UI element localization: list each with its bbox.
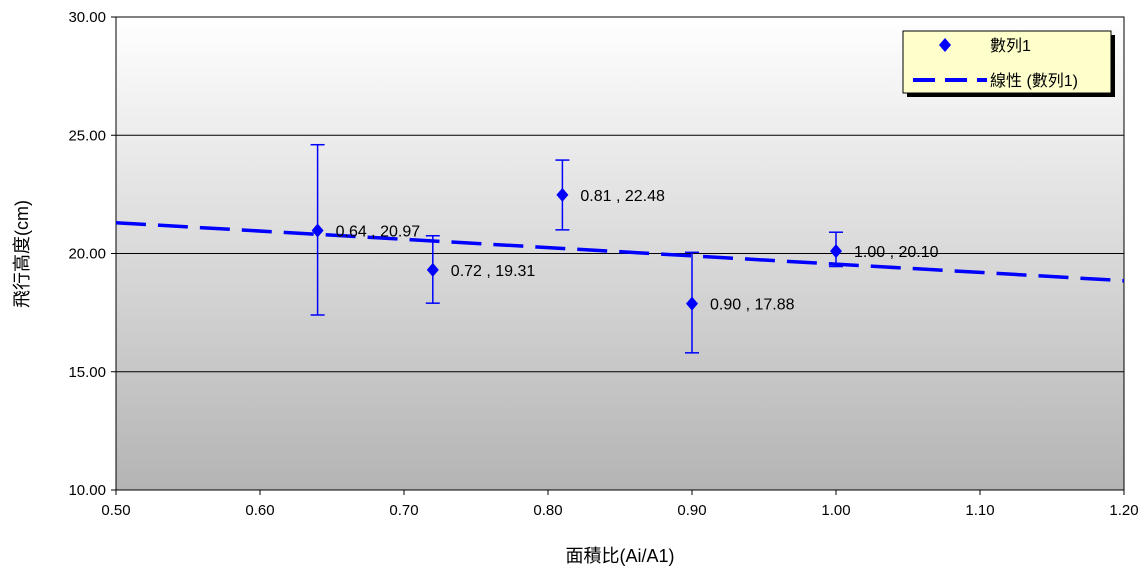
y-tick-label: 10.00: [68, 482, 106, 499]
x-axis-title: 面積比(Ai/A1): [565, 546, 674, 566]
legend-trendline-label: 線性 (數列1): [990, 72, 1078, 90]
data-label: 0.81 , 22.48: [580, 188, 665, 205]
y-tick-label: 20.00: [68, 246, 106, 263]
grid-lines: [116, 134, 1124, 373]
legend-box: [902, 30, 1112, 94]
data-point: [686, 296, 698, 311]
data-point: [426, 262, 439, 277]
x-tick-label: 1.20: [1109, 502, 1138, 519]
axes: 10.00 15.00 20.00 25.00 30.00 0.50 0.60 0.70 0.8…: [68, 9, 1138, 519]
x-tick-label: 0.60: [245, 502, 274, 519]
x-tick-label: 0.70: [389, 502, 418, 519]
trendline-layer: [115, 221, 1125, 283]
data-point: [830, 244, 842, 259]
x-tick-label: 0.50: [101, 502, 130, 519]
x-tick-label: 0.80: [533, 502, 562, 519]
data-label: 0.72 , 19.31: [451, 263, 536, 280]
data-label: 0.64 , 20.97: [336, 224, 421, 241]
legend: 數列1 線性 (數列1): [902, 30, 1115, 97]
legend-series-label: 數列1: [990, 37, 1031, 55]
trendline: [115, 221, 1125, 283]
y-tick-label: 15.00: [68, 364, 106, 381]
y-axis-title: 飛行高度(cm): [12, 200, 32, 308]
y-tick-label: 30.00: [68, 9, 106, 26]
data-label: 0.90 , 17.88: [710, 297, 795, 314]
data-label: 1.00 , 20.10: [854, 244, 939, 261]
x-tick-label: 1.00: [821, 502, 850, 519]
x-tick-label: 1.10: [965, 502, 994, 519]
data-layer: 0.64 , 20.97 0.72 , 19.31 0.81 , 22.48 0.90…: [310, 143, 939, 354]
data-point: [311, 223, 324, 238]
data-point: [556, 187, 569, 202]
x-tick-label: 0.90: [677, 502, 706, 519]
legend-diamond-icon: [939, 38, 951, 52]
y-tick-label: 25.00: [68, 127, 106, 144]
